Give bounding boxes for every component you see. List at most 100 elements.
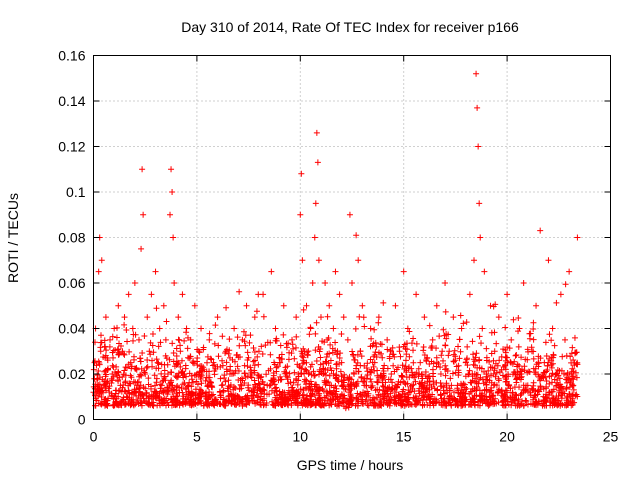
data-point xyxy=(198,325,205,332)
data-point xyxy=(400,343,407,350)
data-point xyxy=(360,314,367,321)
data-point xyxy=(329,392,336,399)
data-point xyxy=(531,401,538,408)
data-point xyxy=(316,366,323,373)
data-point xyxy=(291,355,298,362)
data-point xyxy=(445,399,452,406)
data-point xyxy=(353,365,360,372)
data-point xyxy=(395,364,402,371)
data-point xyxy=(126,390,133,397)
data-point xyxy=(276,359,283,366)
data-point xyxy=(413,397,420,404)
data-point xyxy=(170,234,177,241)
data-point xyxy=(120,350,127,357)
data-point xyxy=(549,325,556,332)
data-point xyxy=(417,359,424,366)
data-point xyxy=(192,386,199,393)
data-point xyxy=(102,354,109,361)
data-point xyxy=(424,354,431,361)
data-point xyxy=(111,325,118,332)
data-point xyxy=(532,388,539,395)
data-point xyxy=(371,359,378,366)
data-point xyxy=(406,389,413,396)
data-point xyxy=(377,350,384,357)
data-point xyxy=(135,392,142,399)
data-point xyxy=(141,367,148,374)
data-point xyxy=(227,363,234,370)
data-point xyxy=(173,345,180,352)
x-tick-label: 15 xyxy=(396,429,412,445)
data-point xyxy=(188,390,195,397)
data-point xyxy=(121,314,128,321)
data-point xyxy=(200,364,207,371)
data-point xyxy=(502,374,509,381)
data-point xyxy=(512,352,519,359)
data-point xyxy=(370,353,377,360)
data-point xyxy=(573,374,580,381)
data-point xyxy=(493,400,500,407)
data-point xyxy=(293,314,300,321)
data-point xyxy=(110,354,117,361)
data-point xyxy=(516,363,523,370)
data-point xyxy=(440,357,447,364)
data-point xyxy=(276,354,283,361)
data-point xyxy=(322,358,329,365)
data-point xyxy=(368,378,375,385)
data-point xyxy=(380,299,387,306)
data-point xyxy=(174,360,181,367)
data-point xyxy=(241,370,248,377)
data-point xyxy=(419,392,426,399)
data-point xyxy=(403,346,410,353)
data-point xyxy=(149,357,156,364)
data-point xyxy=(533,302,540,309)
data-point xyxy=(245,382,252,389)
y-tick-label: 0.12 xyxy=(58,139,85,155)
data-point xyxy=(285,356,292,363)
data-point xyxy=(280,331,287,338)
data-point xyxy=(370,401,377,408)
data-point xyxy=(329,349,336,356)
data-point xyxy=(406,353,413,360)
data-point xyxy=(125,387,132,394)
data-point xyxy=(219,381,226,388)
data-point xyxy=(163,318,170,325)
data-point xyxy=(177,342,184,349)
data-point xyxy=(549,370,556,377)
data-point xyxy=(106,343,113,350)
data-point xyxy=(94,383,101,390)
data-point xyxy=(252,381,259,388)
data-point xyxy=(179,389,186,396)
data-point xyxy=(442,280,449,286)
data-point xyxy=(196,368,203,375)
data-point xyxy=(154,359,161,366)
data-point xyxy=(513,351,520,358)
data-point xyxy=(526,368,533,375)
data-point xyxy=(140,211,147,218)
data-point xyxy=(454,382,461,389)
data-point xyxy=(127,372,134,379)
data-point xyxy=(97,339,104,346)
data-point xyxy=(390,362,397,369)
data-point xyxy=(546,331,553,338)
data-point xyxy=(352,325,359,332)
data-point xyxy=(488,350,495,357)
data-point xyxy=(524,382,531,389)
data-point xyxy=(465,371,472,378)
data-point xyxy=(367,396,374,403)
data-point xyxy=(312,200,319,207)
data-point xyxy=(545,389,552,396)
data-point xyxy=(377,392,384,399)
data-point xyxy=(226,336,233,343)
data-point xyxy=(109,393,116,400)
data-point xyxy=(314,159,321,166)
data-point xyxy=(348,385,355,392)
data-point xyxy=(283,340,290,347)
data-point xyxy=(307,398,314,405)
data-point xyxy=(350,352,357,359)
data-point xyxy=(202,377,209,384)
data-point xyxy=(371,326,378,333)
data-point xyxy=(194,381,201,388)
data-point xyxy=(431,385,438,392)
data-point xyxy=(108,390,115,397)
data-point xyxy=(410,347,417,354)
